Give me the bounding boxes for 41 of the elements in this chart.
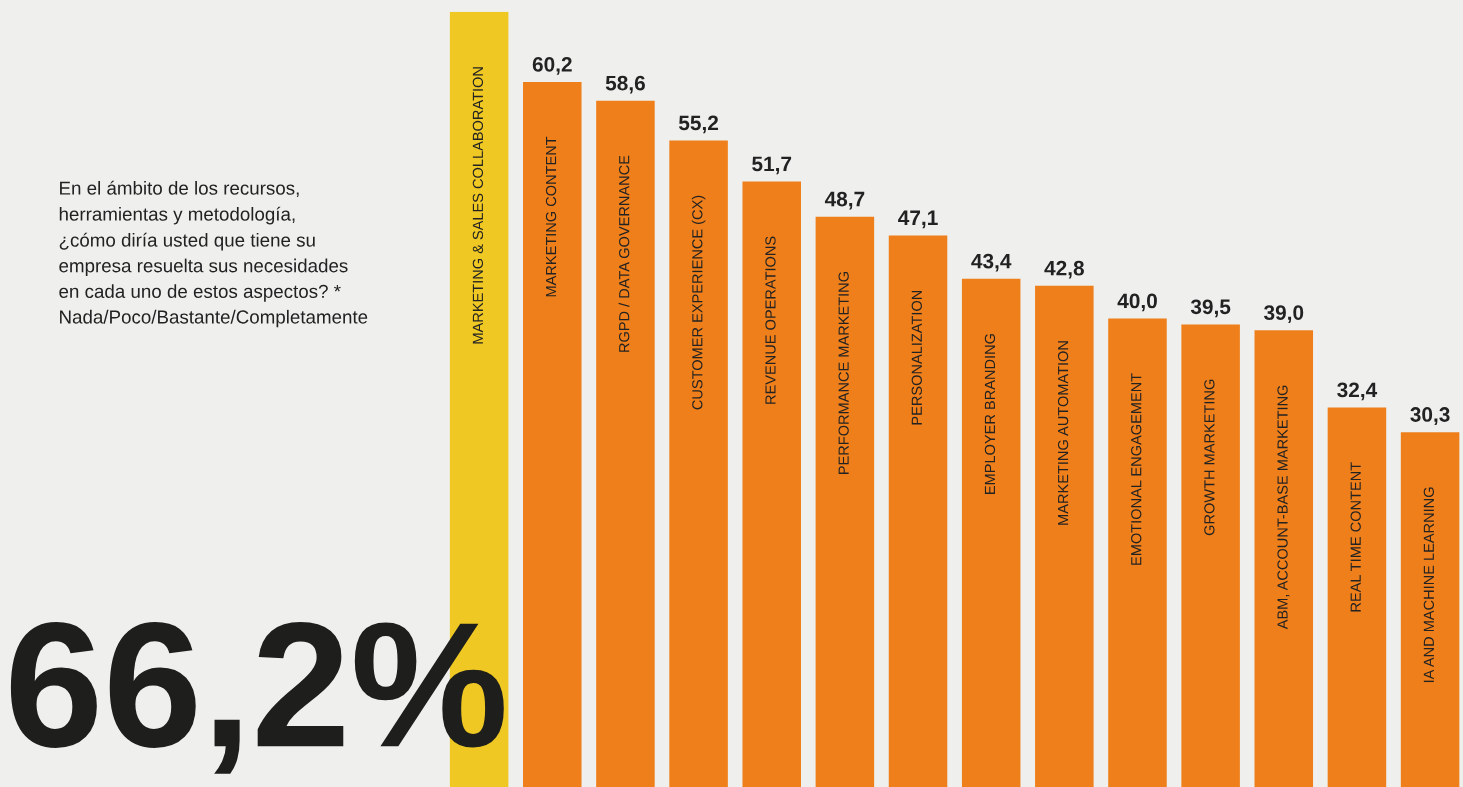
bar xyxy=(888,235,948,787)
x-tick-label: REVENUE OPERATIONS xyxy=(765,236,776,404)
x-tick-label: REAL TIME CONTENT xyxy=(1350,462,1361,612)
x-tick-label: CUSTOMER EXPERIENCE (CX) xyxy=(691,195,706,410)
data-label: 60,2 xyxy=(532,56,572,75)
x-tick-label: GROWTH MARKETING xyxy=(1204,379,1215,536)
bar xyxy=(1327,407,1387,787)
data-label: 30,3 xyxy=(1410,407,1450,425)
bar xyxy=(1254,330,1314,787)
x-tick-label: EMOTIONAL ENGAGEMENT xyxy=(1131,373,1142,565)
data-label: 32,4 xyxy=(1337,382,1378,401)
bar xyxy=(596,100,655,787)
bar xyxy=(1181,324,1240,787)
bar xyxy=(961,278,1021,787)
data-label: 58,6 xyxy=(605,75,645,94)
bar xyxy=(815,216,875,787)
x-tick-label: RGPD / DATA GOVERNANCE xyxy=(618,155,630,352)
x-tick-label: PERSONALIZATION xyxy=(911,290,922,425)
bar xyxy=(1035,285,1094,787)
data-label: 42,8 xyxy=(1044,260,1084,279)
bar xyxy=(523,82,582,787)
text: En el ámbito de los recursos, herramientas y metodología, ¿cómo diría usted que tiene su empresa resuelta sus necesidades en cada uno de estos aspectos? * Nada/Poco/Bastante/Completamente xyxy=(59,180,368,328)
x-tick-label: IA AND MACHINE LEARNING xyxy=(1423,487,1434,683)
data-label: 39,0 xyxy=(1263,305,1304,324)
x-tick-label: EMPLOYER BRANDING xyxy=(984,334,996,494)
x-tick-label: MARKETING AUTOMATION xyxy=(1057,341,1069,525)
data-label: 51,7 xyxy=(752,156,792,175)
data-label: 48,7 xyxy=(824,191,865,210)
bar xyxy=(1108,318,1167,787)
x-tick-label: PERFORMANCE MARKETING xyxy=(838,272,849,474)
data-label: 40,0 xyxy=(1117,293,1157,312)
data-label: 43,4 xyxy=(971,253,1012,272)
x-tick-label: MARKETING & SALES COLLABORATION xyxy=(472,67,484,344)
data-label: 55,2 xyxy=(678,115,719,134)
data-label: 39,5 xyxy=(1190,299,1231,318)
x-tick-label: MARKETING CONTENT xyxy=(545,136,557,297)
bar xyxy=(742,181,801,787)
bar xyxy=(669,140,728,787)
bar xyxy=(1400,432,1460,787)
x-tick-label: ABM, ACCOUNT-BASE MARKETING xyxy=(1277,385,1290,630)
data-label: 47,1 xyxy=(898,210,938,229)
